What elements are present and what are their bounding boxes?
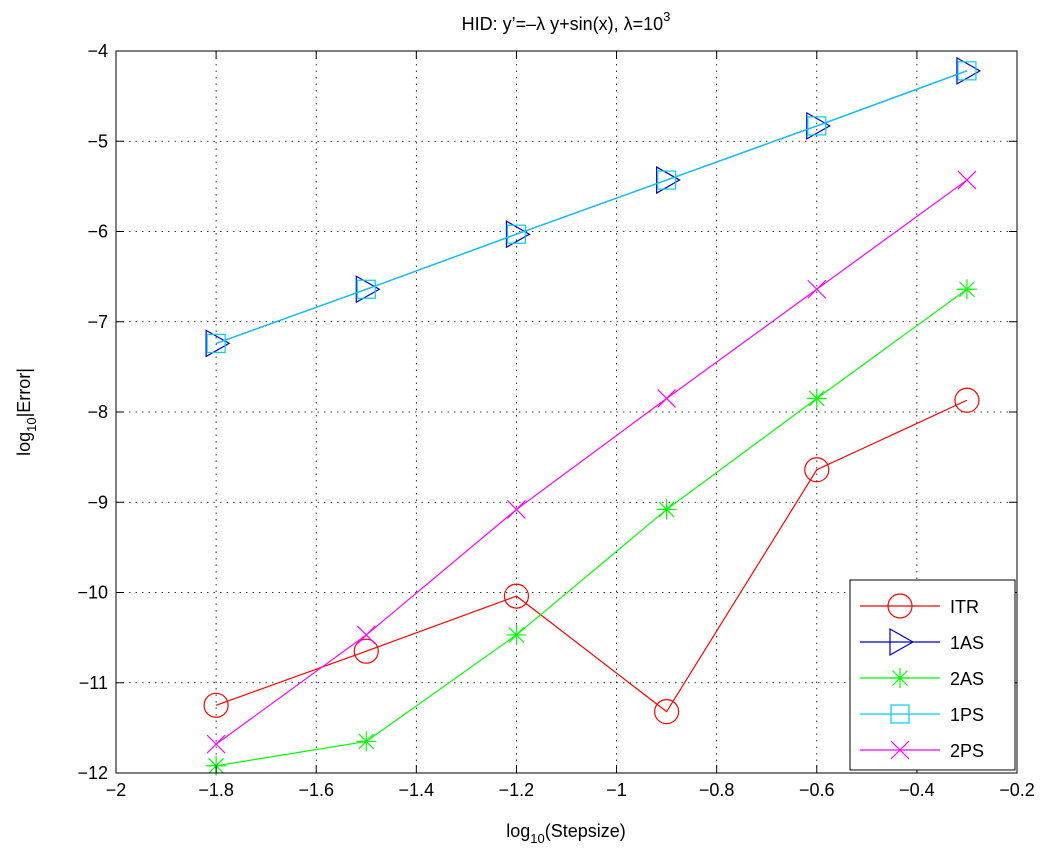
y-tick-label: −4 xyxy=(87,41,108,61)
data-point-ITR xyxy=(654,699,680,725)
series-1PS xyxy=(206,61,977,354)
y-axis-label: log10|Error| xyxy=(14,368,39,456)
series-line-2AS xyxy=(216,288,968,767)
series-line-ITR xyxy=(215,399,968,713)
data-point-1AS xyxy=(656,166,681,195)
x-tick-label: −1.8 xyxy=(198,780,234,800)
chart-title: HID: y’=–λ y+sin(x), λ=103 xyxy=(462,9,671,34)
y-tick-label: −10 xyxy=(77,583,108,603)
x-tick-label: −0.6 xyxy=(799,780,835,800)
data-point-1AS xyxy=(355,275,381,304)
series-line-2PS xyxy=(215,179,968,745)
y-tick-label: −11 xyxy=(79,673,108,693)
legend-marker-2AS xyxy=(890,668,910,688)
legend-marker-2PS xyxy=(890,740,910,760)
x-tick-label: −1.4 xyxy=(399,780,435,800)
x-tick-label: −0.4 xyxy=(899,780,935,800)
x-tick-label: −1 xyxy=(606,780,627,800)
data-point-ITR xyxy=(503,583,530,609)
series-line-1PS xyxy=(215,70,968,344)
legend-entry-2PS: 2PS xyxy=(860,740,984,761)
y-tick-label: −7 xyxy=(87,312,108,332)
series-2AS xyxy=(206,279,977,776)
legend-marker-1AS xyxy=(889,627,915,657)
data-point-2AS xyxy=(956,279,977,300)
data-point-2PS xyxy=(807,279,827,299)
legend-label: 1PS xyxy=(950,705,984,725)
data-point-1PS xyxy=(657,170,677,190)
data-point-ITR xyxy=(353,638,379,664)
y-tick-label: −9 xyxy=(87,492,108,512)
legend-label: 2PS xyxy=(950,741,984,761)
legend-entry-1PS: 1PS xyxy=(860,704,984,725)
legend-label: ITR xyxy=(950,597,979,617)
data-point-2AS xyxy=(806,388,827,409)
y-tick-label: −5 xyxy=(87,131,108,151)
data-point-1AS xyxy=(505,220,531,249)
legend-label: 2AS xyxy=(950,669,984,689)
x-axis-label: log10(Stepsize) xyxy=(506,821,626,846)
data-point-2PS xyxy=(657,389,677,408)
y-tick-label: −8 xyxy=(87,402,108,422)
data-point-1PS xyxy=(957,61,977,81)
data-point-1PS xyxy=(506,224,527,244)
data-point-1AS xyxy=(205,329,231,358)
data-point-1PS xyxy=(356,279,376,299)
legend-entry-ITR: ITR xyxy=(860,593,979,619)
legend-entry-1AS: 1AS xyxy=(860,627,984,657)
data-point-ITR xyxy=(804,457,830,483)
series-2PS xyxy=(206,170,977,754)
legend-label: 1AS xyxy=(950,633,984,653)
data-point-2AS xyxy=(656,499,677,520)
legend-marker-1PS xyxy=(890,704,910,724)
data-point-2AS xyxy=(506,624,527,645)
data-point-ITR xyxy=(954,387,980,413)
axis-ticks: −2 −1.8 −1.6 −1.4 −1.2 −1 −0.8 −0.6 −0.4 −0.2 −12 −… xyxy=(77,41,1034,800)
data-point-1PS xyxy=(206,333,226,354)
series-layer xyxy=(203,56,982,776)
x-tick-label: −1.6 xyxy=(298,780,334,800)
legend: ITR 1AS 2AS 1PS 2PS xyxy=(849,579,1016,771)
data-point-1AS xyxy=(806,111,831,140)
y-tick-label: −6 xyxy=(87,222,108,242)
x-tick-label: −1.2 xyxy=(499,780,535,800)
data-point-2PS xyxy=(206,734,226,754)
data-point-2PS xyxy=(507,500,526,519)
data-point-1PS xyxy=(807,116,827,136)
x-tick-label: −0.8 xyxy=(699,780,735,800)
data-point-1AS xyxy=(956,56,982,85)
x-tick-label: −0.2 xyxy=(999,780,1035,800)
data-point-2AS xyxy=(356,731,377,752)
data-point-2PS xyxy=(957,170,977,190)
legend-box xyxy=(849,579,1016,771)
grid-lines xyxy=(116,51,1017,773)
data-point-2PS xyxy=(356,625,376,645)
legend-entry-2AS: 2AS xyxy=(860,668,984,689)
data-point-ITR xyxy=(203,692,229,718)
y-tick-label: −12 xyxy=(77,763,108,783)
x-tick-label: −2 xyxy=(106,780,127,800)
legend-marker-ITR xyxy=(887,593,913,619)
series-ITR xyxy=(203,387,980,725)
